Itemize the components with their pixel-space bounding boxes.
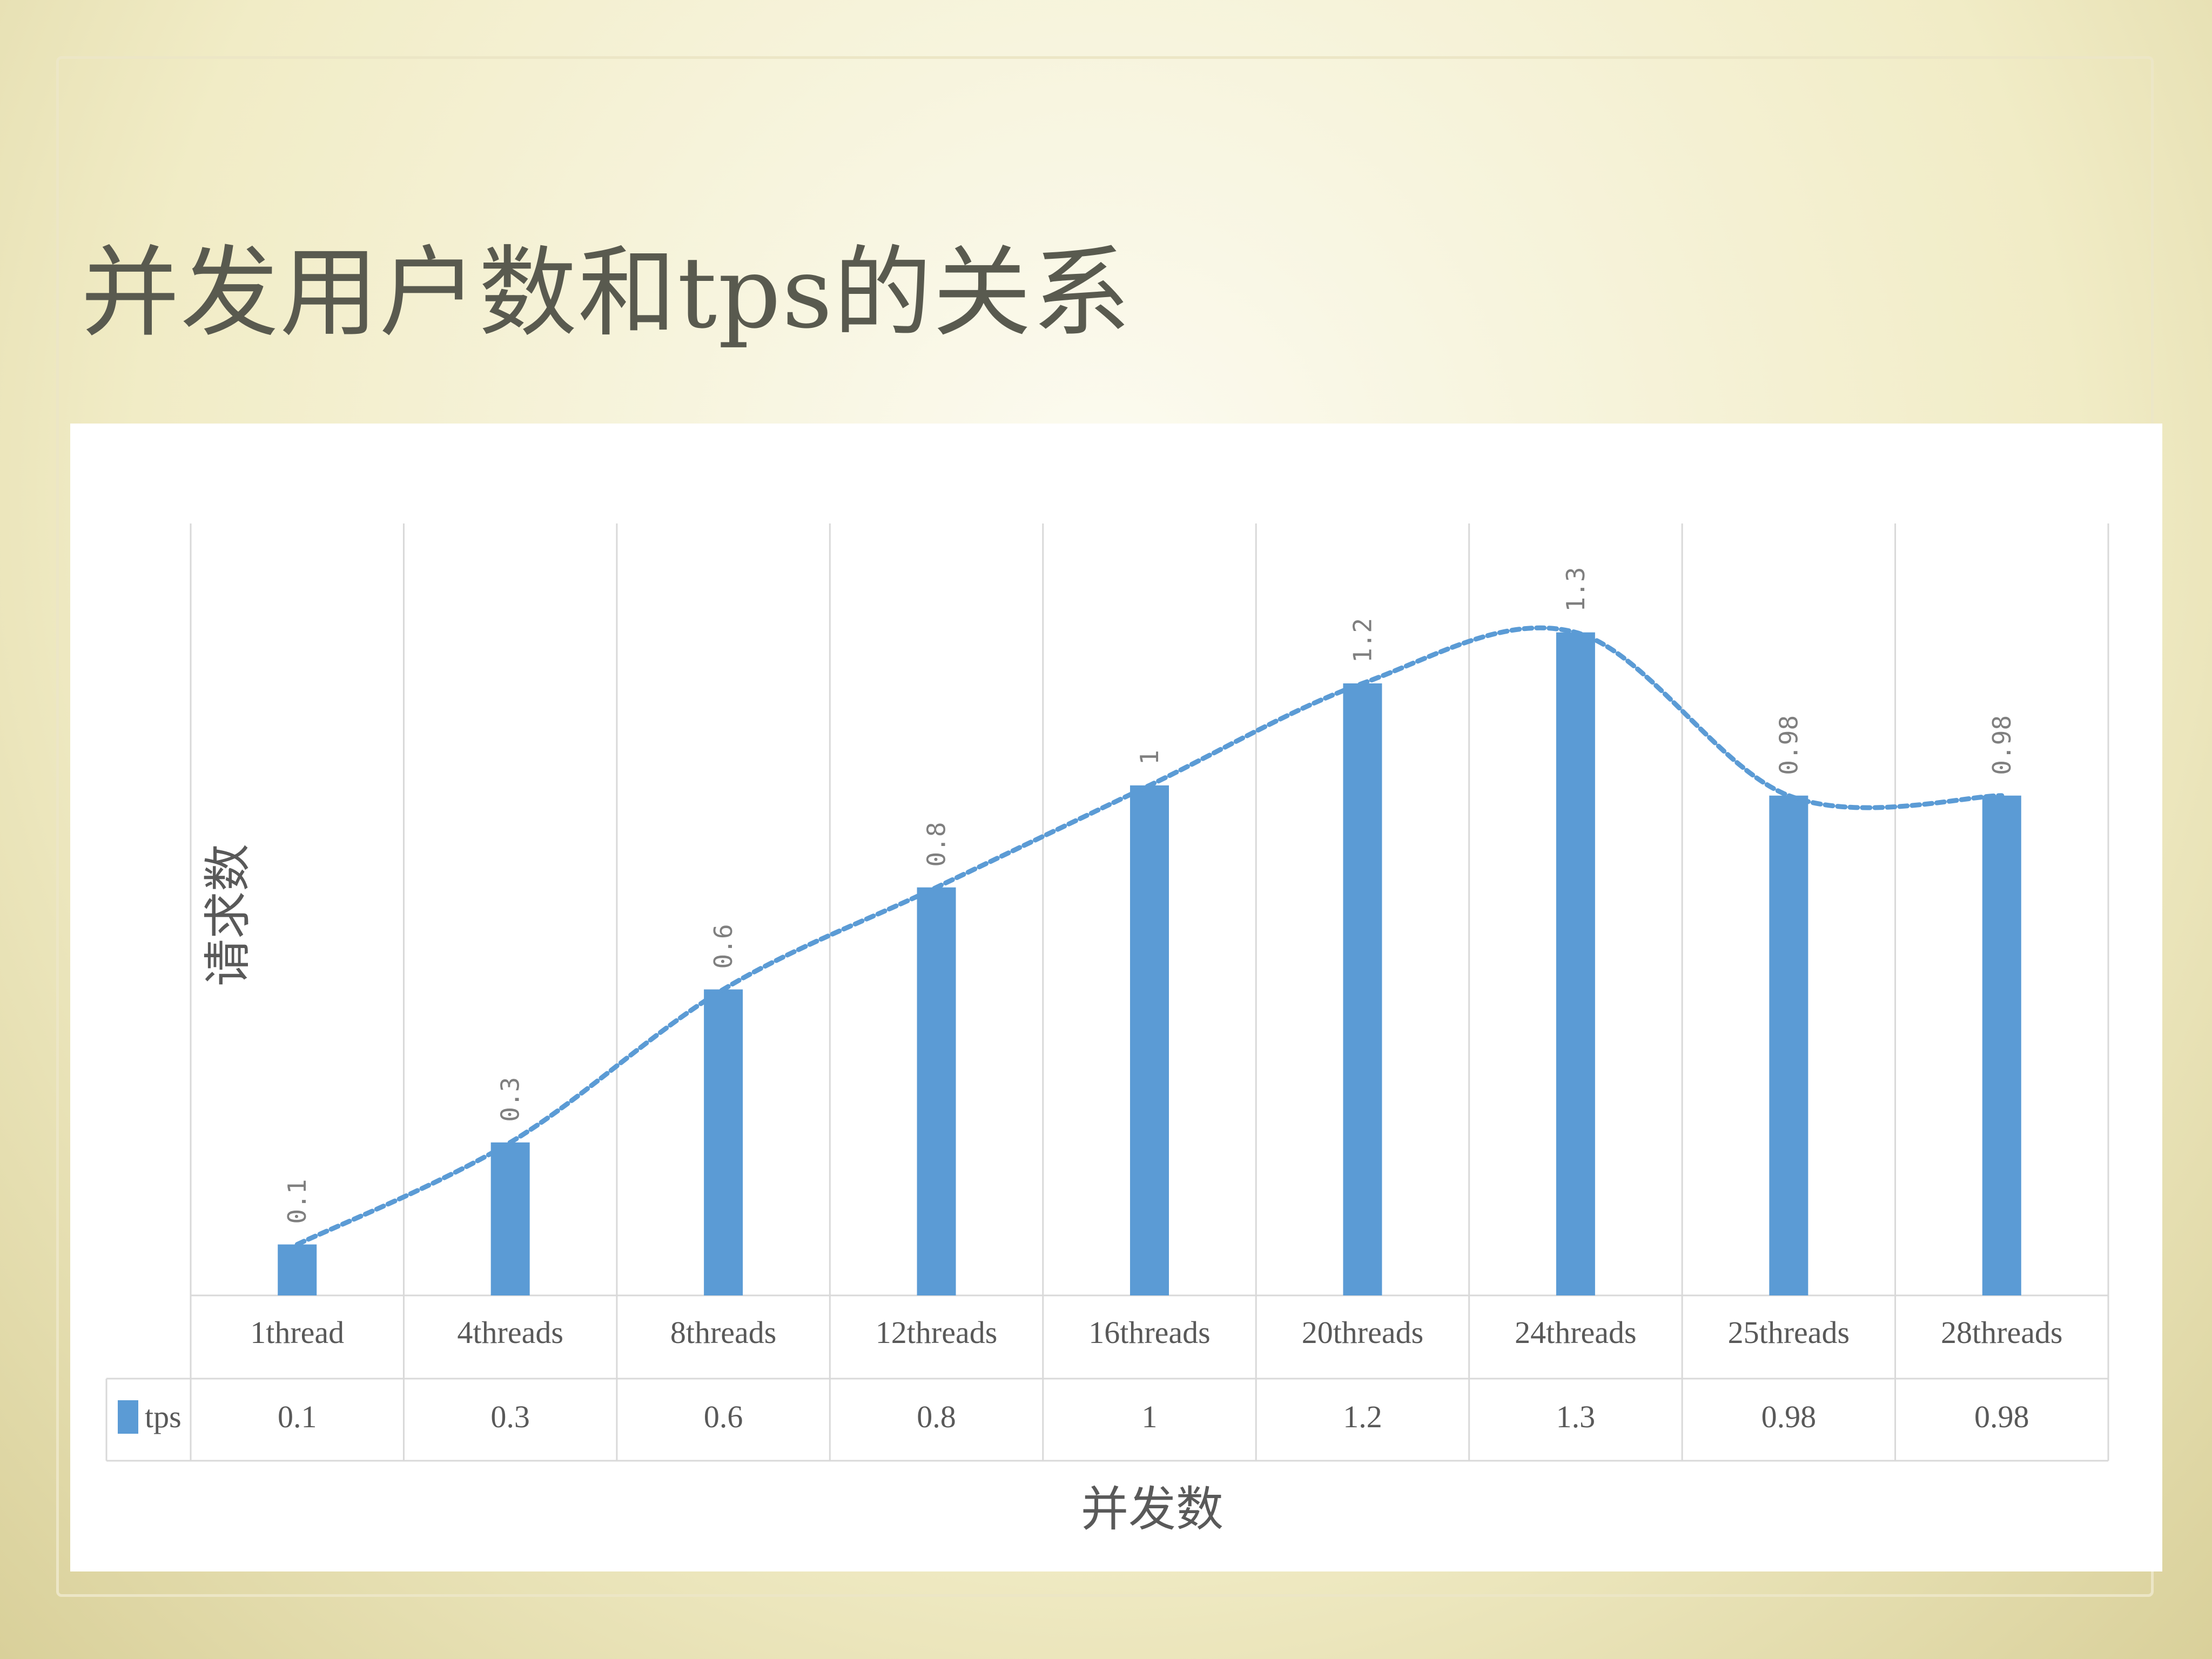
table-cell: 1.2 bbox=[1343, 1399, 1382, 1434]
tick-label: 8threads bbox=[670, 1315, 777, 1350]
tick-label: 28threads bbox=[1941, 1315, 2063, 1350]
table-cell: 0.1 bbox=[278, 1399, 317, 1434]
bar-24threads bbox=[1556, 632, 1595, 1295]
chart-panel: 0.1 0.3 0.6 0.8 1 1.2 1.3 0.98 0.98 1thread 0.1 4t… bbox=[70, 424, 2162, 1571]
data-label: 1.2 bbox=[1348, 618, 1377, 663]
table-cell: 0.6 bbox=[704, 1399, 743, 1434]
data-label: 0.1 bbox=[283, 1179, 312, 1224]
data-label: 1 bbox=[1135, 750, 1164, 765]
data-label: 0.6 bbox=[709, 924, 738, 969]
data-label: 0.3 bbox=[496, 1077, 525, 1122]
bar-1thread bbox=[278, 1244, 317, 1295]
tps-chart: 0.1 0.3 0.6 0.8 1 1.2 1.3 0.98 0.98 1thread 0.1 4t… bbox=[105, 523, 2109, 1537]
bar-20threads bbox=[1343, 683, 1382, 1295]
table-cell: 0.98 bbox=[1974, 1399, 2029, 1434]
legend-swatch bbox=[118, 1400, 138, 1434]
bar-16threads bbox=[1130, 785, 1169, 1295]
tick-label: 24threads bbox=[1515, 1315, 1637, 1350]
tick-label: 12threads bbox=[876, 1315, 998, 1350]
bar-12threads bbox=[917, 887, 956, 1295]
data-label: 0.98 bbox=[1987, 715, 2016, 775]
tick-label: 20threads bbox=[1302, 1315, 1424, 1350]
y-axis-title: 请求数 bbox=[200, 844, 256, 986]
data-table: 1thread 0.1 4threads 0.3 8threads 0.6 12thread… bbox=[118, 1315, 2063, 1434]
bar-4threads bbox=[490, 1142, 530, 1295]
table-cell: 0.8 bbox=[917, 1399, 956, 1434]
trendline bbox=[294, 625, 2005, 1247]
table-cell: 0.98 bbox=[1761, 1399, 1817, 1434]
bar-8threads bbox=[704, 989, 743, 1295]
tick-label: 1thread bbox=[250, 1315, 344, 1350]
table-cell: 1 bbox=[1142, 1399, 1158, 1434]
tick-label: 16threads bbox=[1088, 1315, 1211, 1350]
data-label: 0.98 bbox=[1774, 715, 1803, 775]
tick-label: 4threads bbox=[457, 1315, 563, 1350]
bar-28threads bbox=[1982, 795, 2021, 1295]
tick-label: 25threads bbox=[1728, 1315, 1850, 1350]
grid-layer bbox=[105, 523, 2109, 1462]
bar-25threads bbox=[1769, 795, 1808, 1295]
table-cell: 1.3 bbox=[1556, 1399, 1596, 1434]
slide-title: 并发用户数和tps的关系 bbox=[81, 236, 1132, 350]
data-label: 0.8 bbox=[922, 822, 951, 867]
table-cell: 0.3 bbox=[490, 1399, 530, 1434]
legend-label: tps bbox=[145, 1399, 181, 1434]
bar-layer bbox=[278, 632, 2021, 1295]
data-label: 1.3 bbox=[1561, 567, 1590, 612]
x-axis-title: 并发数 bbox=[1081, 1481, 1223, 1537]
label-layer: 0.1 0.3 0.6 0.8 1 1.2 1.3 0.98 0.98 bbox=[283, 567, 2016, 1224]
